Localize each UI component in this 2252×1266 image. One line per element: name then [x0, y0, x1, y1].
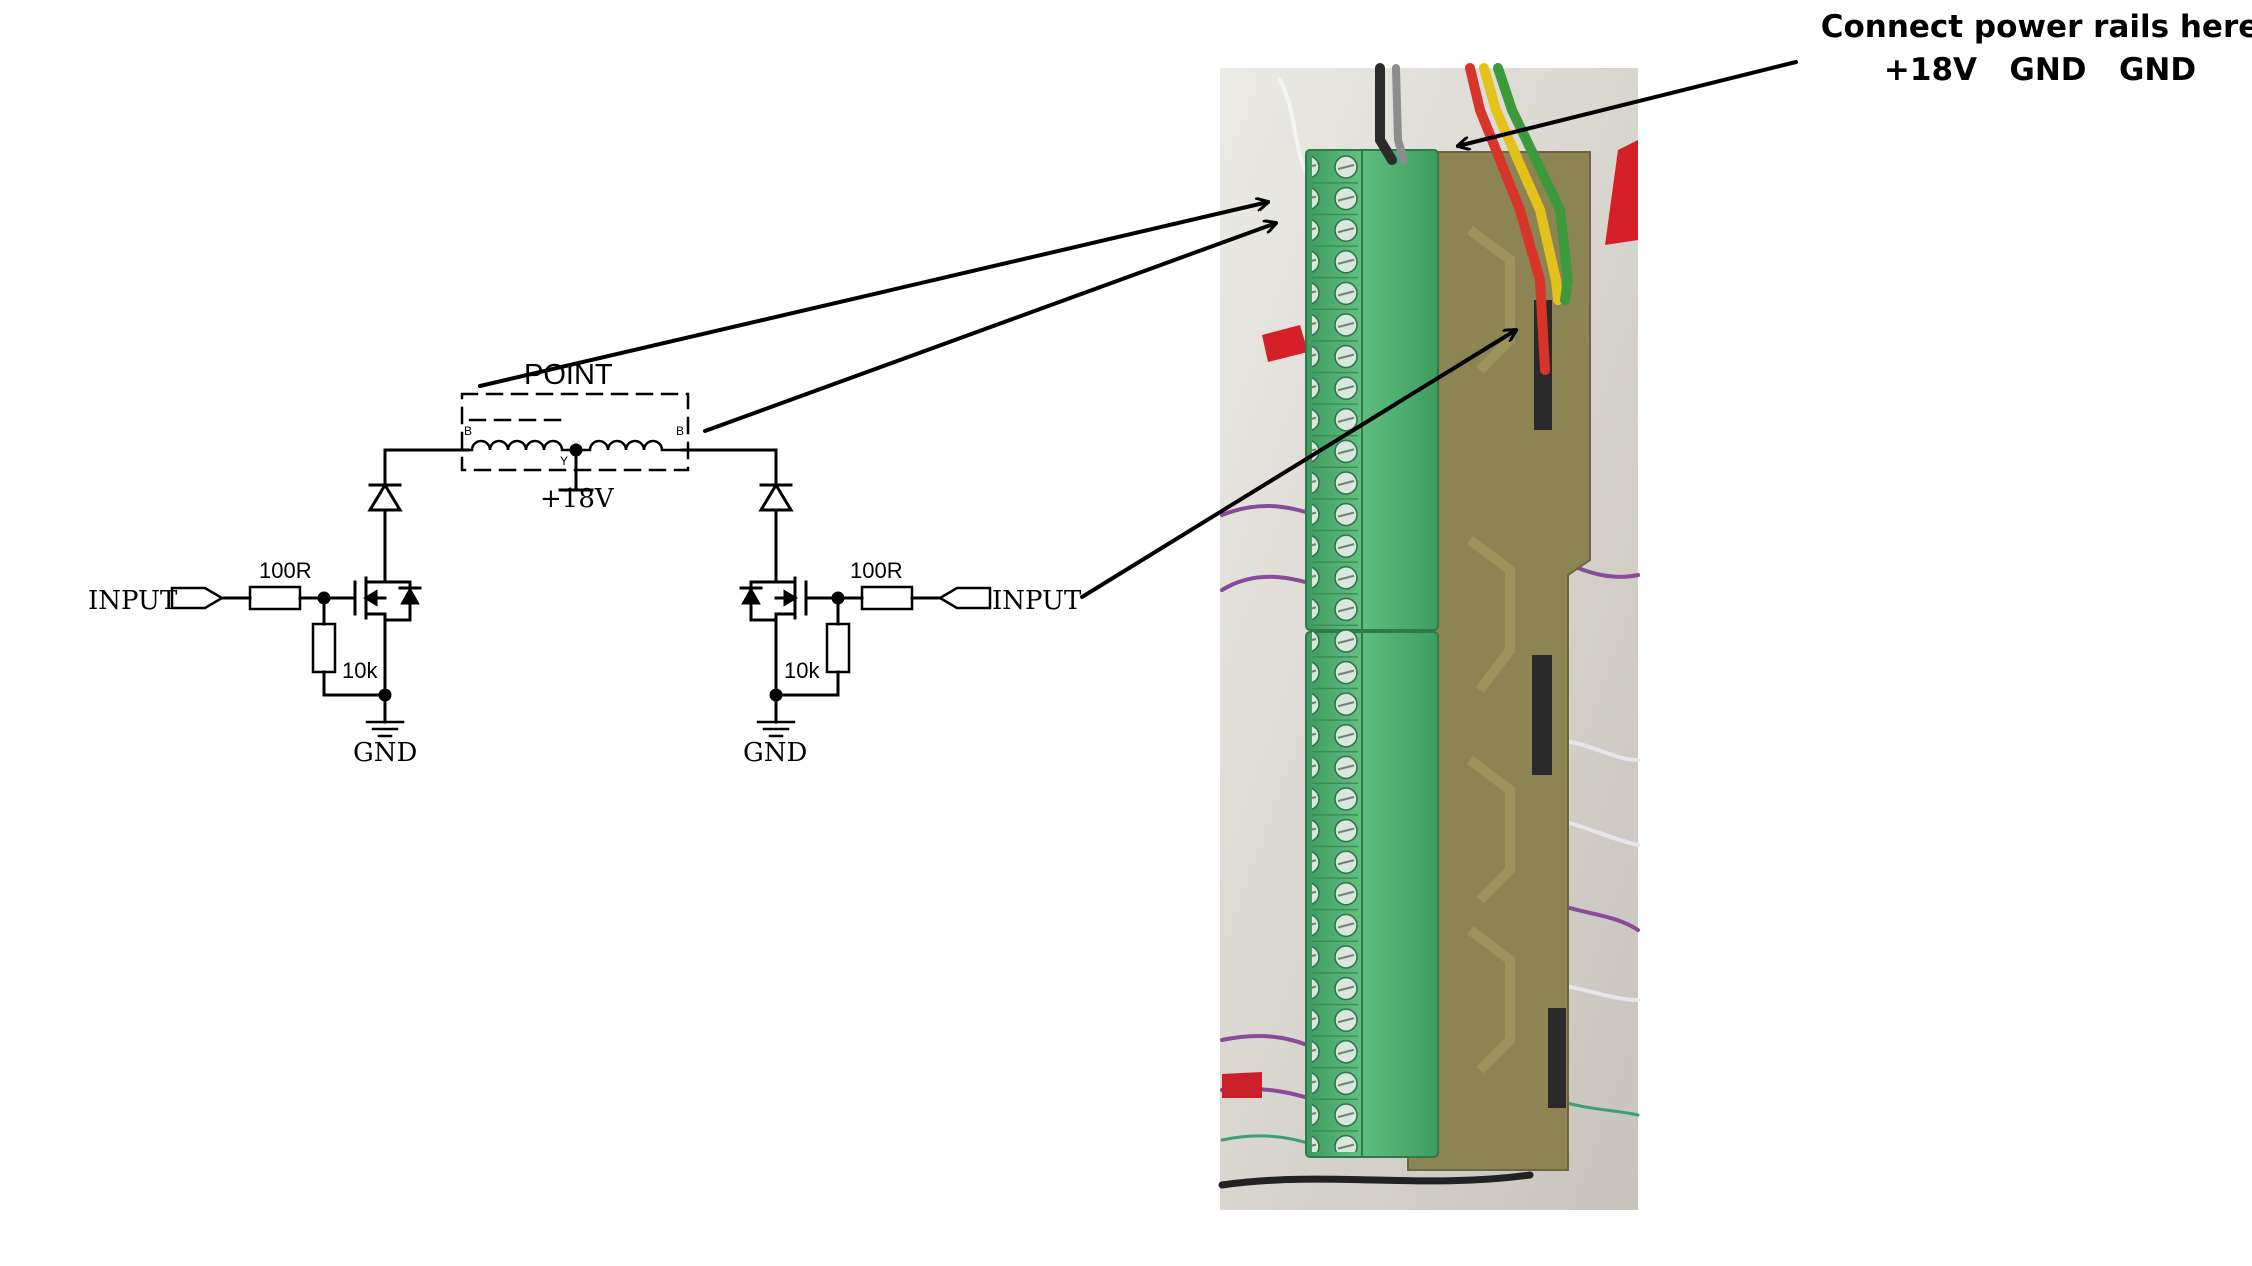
ground-symbol-right: [756, 720, 796, 738]
power-rails-list: +18V GND GND: [1800, 49, 2252, 92]
arrow-point-to-terminal-2: [703, 223, 1276, 433]
right-gate-resistor-label: 100R: [850, 558, 903, 583]
right-pulldown-label: 10k: [784, 658, 820, 683]
rail-gnd-2: GND: [2118, 52, 2197, 88]
coil-pin-left: B: [464, 424, 472, 438]
schematic-labels: POINT B Y B +18V INPUT INPUT 100R 100R 1…: [88, 359, 1082, 768]
rail-18v: +18V: [1883, 52, 1978, 88]
left-gate-resistor-label: 100R: [259, 558, 312, 583]
wire-pulldown-right-bottom: [774, 670, 840, 697]
wire-coil-right: [680, 448, 778, 487]
pcb-traces: [1467, 226, 1515, 1074]
arrow-input-to-header: [1080, 330, 1516, 599]
red-scrap-left: [1262, 325, 1308, 362]
arrow-point-to-terminal-1: [478, 202, 1268, 388]
red-scrap-bottom: [1222, 1072, 1262, 1098]
right-input-label: INPUT: [992, 586, 1082, 616]
coil-pin-center: Y: [560, 454, 568, 468]
coil-right: [574, 439, 684, 452]
gate-resistor-left: [248, 585, 302, 611]
power-rails-title: Connect power rails here: [1820, 9, 2252, 45]
red-scrap-top: [1605, 140, 1638, 245]
pin-header-bottom: [1548, 1008, 1566, 1108]
driver-schematic: [170, 392, 992, 738]
rail-gnd-1: GND: [2009, 52, 2087, 88]
diode-right: [758, 482, 794, 512]
wire-coil-left: [383, 448, 470, 487]
mosfet-left: [353, 576, 422, 697]
left-ground-label: GND: [353, 738, 417, 768]
left-pulldown-label: 10k: [342, 658, 378, 683]
gate-resistor-right: [860, 585, 914, 611]
coil-pin-right: B: [676, 424, 684, 438]
diode-left: [367, 482, 403, 512]
board-photo: [1218, 63, 1640, 1210]
right-ground-label: GND: [743, 738, 807, 768]
callout-arrows: [478, 60, 1798, 599]
arrow-power-rails: [1458, 60, 1798, 146]
ground-symbol-left: [365, 720, 405, 738]
supply-label: +18V: [540, 484, 615, 514]
input-port-left: [170, 586, 225, 610]
left-input-label: INPUT: [88, 586, 178, 616]
terminal-screws: [1312, 152, 1358, 1152]
pulldown-resistor-right: [825, 622, 851, 674]
mosfet-right: [739, 576, 808, 697]
pin-header-middle: [1532, 655, 1552, 775]
wire-pulldown-left-bottom: [322, 670, 387, 697]
input-port-right: [937, 586, 992, 610]
power-rails-note: Connect power rails here +18V GND GND: [1800, 6, 2252, 92]
pulldown-resistor-left: [311, 622, 337, 674]
node-center-tap: [569, 443, 583, 457]
power-wires: [1375, 63, 1574, 375]
coil-left: [466, 439, 578, 452]
